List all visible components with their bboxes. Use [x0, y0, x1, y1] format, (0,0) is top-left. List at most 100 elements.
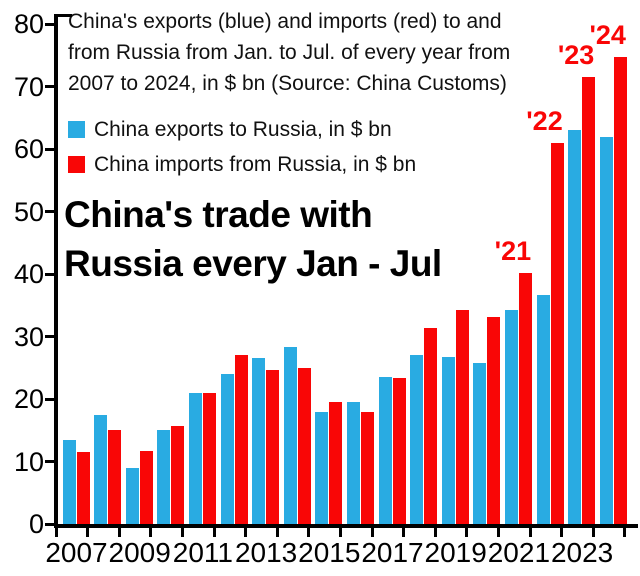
- y-axis-label: 0: [28, 509, 44, 539]
- chart-note-line-1: China's exports (blue) and imports (red)…: [68, 10, 502, 33]
- x-axis-label: 2021: [487, 537, 551, 568]
- legend-swatch-imports-icon: [68, 156, 85, 173]
- legend: China exports to Russia, in $ bn China i…: [68, 112, 416, 182]
- legend-swatch-exports-icon: [68, 121, 85, 138]
- bar-imports-2021: [518, 272, 532, 524]
- bar-imports-2011: [202, 392, 216, 524]
- x-axis-tick: [370, 528, 374, 537]
- x-axis-tick: [591, 528, 595, 537]
- chart-note-line-2: from Russia from Jan. to Jul. of every y…: [68, 41, 511, 64]
- bar-exports-2020: [473, 362, 487, 524]
- x-axis-tick: [496, 528, 500, 537]
- bar-exports-2019: [441, 356, 455, 524]
- x-axis-tick: [528, 528, 532, 537]
- bar-exports-2018: [410, 355, 424, 524]
- bar-exports-2008: [94, 414, 108, 524]
- x-axis-label: 2015: [298, 537, 361, 568]
- legend-item-imports: China imports from Russia, in $ bn: [68, 147, 416, 182]
- y-axis-tick: [45, 147, 54, 151]
- y-axis-label: 10: [13, 446, 44, 477]
- x-axis-tick: [149, 528, 153, 537]
- bar-exports-2015: [315, 411, 329, 524]
- bar-exports-2009: [125, 467, 139, 524]
- x-axis-tick: [54, 528, 58, 537]
- y-axis-label: 60: [13, 134, 44, 164]
- bar-exports-2021: [504, 309, 518, 524]
- bar-imports-2008: [108, 430, 122, 524]
- y-axis-tick: [45, 460, 54, 463]
- x-axis-label: 2017: [361, 537, 424, 568]
- x-axis-tick: [560, 528, 564, 537]
- y-axis-label: 30: [13, 321, 44, 352]
- x-axis-tick: [212, 528, 216, 537]
- x-axis-tick: [275, 528, 279, 537]
- x-axis-label: 2019: [424, 537, 487, 568]
- chart-title: China's trade with Russia every Jan - Ju…: [64, 194, 442, 284]
- y-axis-tick: [45, 210, 54, 213]
- bar-imports-2009: [139, 450, 153, 524]
- y-axis-tick: [45, 397, 54, 401]
- bar-imports-2012: [234, 355, 248, 524]
- bar-exports-2022: [536, 295, 550, 524]
- chart-note: China's exports (blue) and imports (red)…: [68, 6, 568, 99]
- y-axis-tick: [45, 22, 54, 26]
- legend-label-exports: China exports to Russia, in $ bn: [94, 117, 392, 141]
- bar-imports-2024: [613, 56, 627, 524]
- legend-label-imports: China imports from Russia, in $ bn: [94, 152, 417, 176]
- y-axis-label: 40: [13, 259, 44, 289]
- bar-imports-2017: [392, 377, 406, 524]
- bar-exports-2013: [252, 358, 266, 524]
- bar-imports-2020: [487, 316, 501, 524]
- x-axis-line: [54, 524, 638, 528]
- bar-imports-2013: [266, 370, 280, 524]
- bar-imports-2007: [76, 451, 90, 524]
- x-axis-tick: [86, 528, 90, 537]
- x-axis-tick: [433, 528, 437, 537]
- x-axis-label: 2011: [172, 537, 233, 568]
- annotation-24: '24: [589, 19, 626, 50]
- bar-exports-2007: [62, 439, 76, 524]
- bar-exports-2010: [157, 430, 171, 524]
- y-axis-tick: [45, 335, 54, 338]
- y-axis-label: 70: [13, 71, 44, 102]
- x-axis-tick: [465, 528, 469, 537]
- x-axis-tick: [623, 528, 627, 537]
- y-axis-top-tick: [57, 14, 72, 17]
- y-axis-line: [54, 14, 58, 528]
- x-axis-tick: [244, 528, 248, 537]
- bar-imports-2016: [360, 411, 374, 524]
- bar-exports-2023: [568, 130, 582, 524]
- y-axis-tick: [45, 272, 54, 276]
- bar-exports-2016: [346, 402, 360, 524]
- bar-exports-2014: [283, 347, 297, 524]
- x-axis-tick: [402, 528, 406, 537]
- annotation-21: '21: [494, 235, 532, 266]
- bar-imports-2022: [550, 142, 564, 524]
- y-axis-label: 80: [13, 9, 44, 39]
- bar-imports-2018: [424, 328, 438, 524]
- bar-imports-2023: [582, 77, 596, 524]
- bar-imports-2019: [455, 310, 469, 524]
- y-axis-label: 20: [13, 384, 44, 414]
- annotation-23: '23: [557, 40, 595, 71]
- bar-exports-2012: [220, 374, 234, 524]
- y-axis-tick: [45, 85, 54, 88]
- bar-exports-2011: [188, 392, 202, 524]
- x-axis-tick: [117, 528, 121, 537]
- annotation-22: '22: [526, 105, 563, 136]
- bar-imports-2015: [329, 401, 343, 524]
- x-axis-tick: [307, 528, 311, 537]
- y-axis-tick: [45, 522, 54, 526]
- bar-imports-2014: [297, 367, 311, 524]
- bar-imports-2010: [171, 425, 185, 524]
- y-axis-label: 50: [13, 196, 44, 227]
- bar-exports-2024: [599, 136, 613, 524]
- x-axis-label: 2009: [108, 537, 171, 568]
- legend-item-exports: China exports to Russia, in $ bn: [68, 112, 416, 147]
- bar-exports-2017: [378, 376, 392, 524]
- chart-note-line-3: 2007 to 2024, in $ bn (Source: China Cus…: [68, 72, 507, 95]
- x-axis-tick: [180, 528, 184, 537]
- x-axis-label: 2023: [550, 537, 614, 568]
